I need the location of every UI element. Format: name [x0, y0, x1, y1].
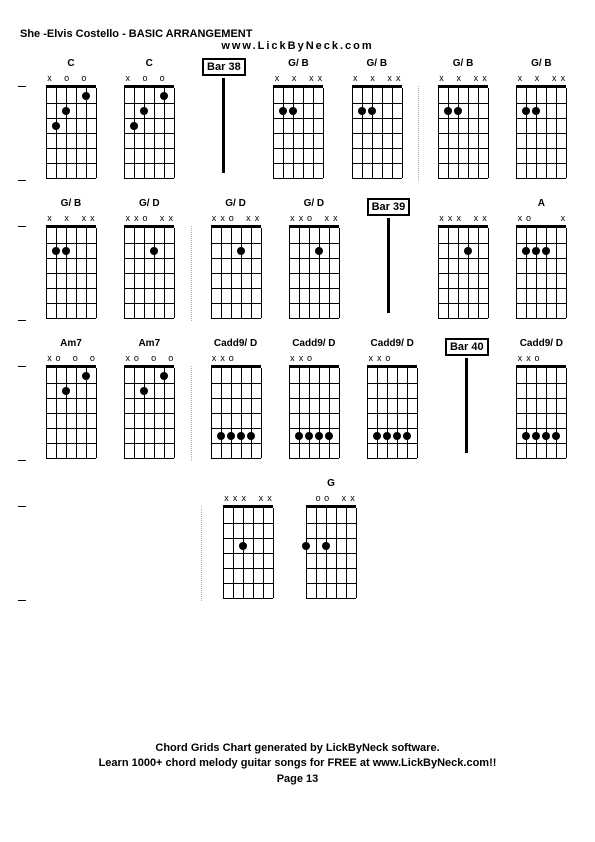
chord-diagram: Cxoo: [34, 58, 107, 178]
chord-name: G/ D: [304, 198, 325, 212]
chord-grid: CxooCxooBar 38G/ BxxxxG/ BxxxxG/ BxxxxG/…: [18, 58, 578, 618]
empty-cell: [118, 478, 196, 595]
chord-diagram: xxxxx: [426, 198, 499, 318]
chord-diagram: G/ Bxxxx: [340, 58, 413, 178]
chord-diagram: G/ Bxxxx: [426, 58, 499, 178]
chord-name: G/ D: [139, 198, 160, 212]
header-url: www.LickByNeck.com: [20, 40, 575, 52]
chord-name: Am7: [138, 338, 160, 352]
chord-diagram: G/ Dxxoxx: [199, 198, 272, 318]
chord-name: Cadd9/ D: [214, 338, 257, 352]
chord-diagram: G/ Bxxxx: [262, 58, 335, 178]
chord-diagram: Am7xooo: [113, 338, 186, 458]
chord-diagram: Cadd9/ Dxxo: [277, 338, 350, 458]
chord-name: G/ B: [288, 58, 309, 72]
chord-diagram: G/ Bxxxx: [505, 58, 578, 178]
chord-diagram: Axox: [505, 198, 578, 318]
song-title: She -Elvis Costello - BASIC ARRANGEMENT: [20, 28, 575, 40]
chord-diagram: G/ Dxxoxx: [113, 198, 186, 318]
chord-diagram: G/ Bxxxx: [34, 198, 107, 318]
bar-label: Bar 38: [202, 58, 246, 76]
chord-name: G/ B: [531, 58, 552, 72]
chord-name: C: [146, 58, 153, 72]
bar-label: Bar 39: [367, 198, 411, 216]
row-tick: [18, 226, 29, 321]
chord-diagram: Gooxx: [292, 478, 370, 598]
column-separator: [191, 366, 194, 461]
chord-diagram: Cadd9/ Dxxo: [505, 338, 578, 458]
chord-diagram: Am7xooo: [34, 338, 107, 458]
column-separator: [418, 86, 421, 181]
chord-name: G/ D: [225, 198, 246, 212]
chord-name: Cadd9/ D: [371, 338, 414, 352]
chord-diagram: G/ Dxxoxx: [277, 198, 350, 318]
chord-diagram: Cadd9/ Dxxo: [199, 338, 272, 458]
chord-name: G/ B: [367, 58, 388, 72]
chord-diagram: xxxxx: [209, 478, 287, 598]
chord-name: G: [327, 478, 335, 492]
bar-marker: Bar 39: [356, 198, 422, 313]
chord-name: G/ B: [61, 198, 82, 212]
column-separator: [201, 506, 204, 601]
footer-line-2: Learn 1000+ chord melody guitar songs fo…: [0, 756, 595, 771]
chord-diagram: Cxoo: [113, 58, 186, 178]
column-separator: [191, 226, 194, 321]
chord-name: Am7: [60, 338, 82, 352]
chord-name: A: [538, 198, 545, 212]
footer: Chord Grids Chart generated by LickByNec…: [0, 741, 595, 787]
chord-name: G/ B: [453, 58, 474, 72]
bar-label: Bar 40: [445, 338, 489, 356]
chord-diagram: Cadd9/ Dxxo: [356, 338, 429, 458]
chord-name: Cadd9/ D: [292, 338, 335, 352]
chord-name: Cadd9/ D: [520, 338, 563, 352]
footer-line-1: Chord Grids Chart generated by LickByNec…: [0, 741, 595, 756]
footer-page: Page 13: [0, 772, 595, 787]
empty-cell: [35, 478, 113, 595]
row-tick: [18, 366, 29, 461]
row-tick: [18, 506, 30, 601]
bar-marker: Bar 38: [191, 58, 257, 173]
row-tick: [18, 86, 29, 181]
bar-marker: Bar 40: [434, 338, 500, 453]
chord-name: C: [67, 58, 74, 72]
